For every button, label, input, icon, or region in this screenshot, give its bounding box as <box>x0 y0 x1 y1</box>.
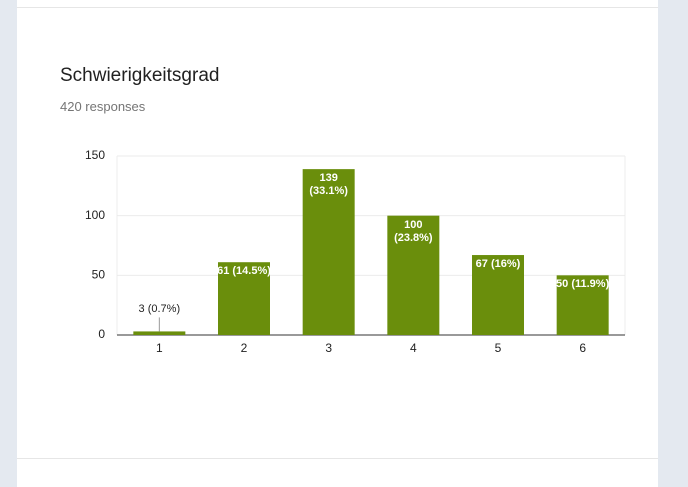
divider <box>17 458 658 459</box>
divider <box>17 7 658 8</box>
y-tick-label: 0 <box>98 327 105 341</box>
value-label: 139 (33.1%) <box>309 172 348 198</box>
bar <box>218 262 270 335</box>
y-tick-label: 100 <box>85 208 105 222</box>
value-label: 67 (16%) <box>475 258 521 271</box>
x-tick-label: 5 <box>495 341 502 355</box>
value-label: 61 (14.5%) <box>217 265 271 278</box>
bar <box>133 331 186 335</box>
x-tick-label: 3 <box>325 341 332 355</box>
bar <box>472 255 524 335</box>
chart-title: Schwierigkeitsgrad <box>60 65 220 86</box>
x-tick-label: 1 <box>156 341 163 355</box>
bar <box>556 275 609 335</box>
y-tick-label: 50 <box>92 268 106 282</box>
value-label: 50 (11.9%) <box>556 278 610 291</box>
x-tick-label: 6 <box>579 341 586 355</box>
x-tick-label: 4 <box>410 341 417 355</box>
value-label: 3 (0.7%) <box>138 303 181 316</box>
x-tick-label: 2 <box>241 341 248 355</box>
bar <box>387 215 440 335</box>
chart-subtitle: 420 responses <box>60 99 146 114</box>
value-label: 100 (23.8%) <box>394 218 433 244</box>
bar <box>302 169 355 335</box>
y-tick-label: 150 <box>85 148 105 162</box>
